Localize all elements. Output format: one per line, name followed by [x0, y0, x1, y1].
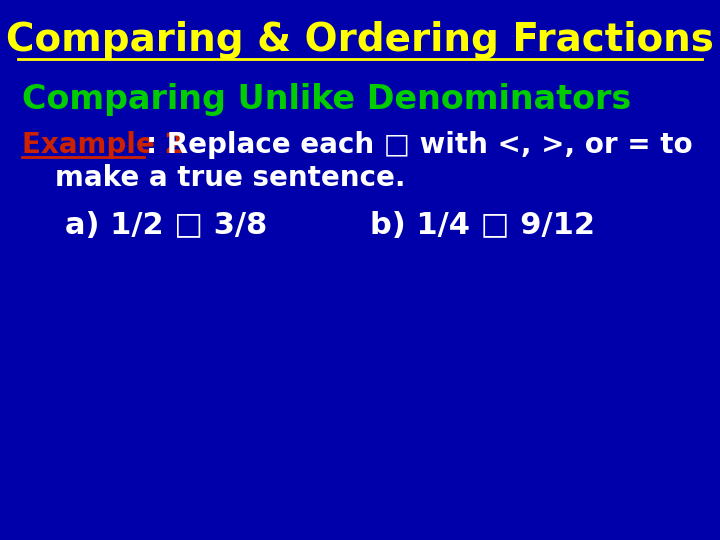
Text: Example 2: Example 2: [22, 131, 184, 159]
Text: b) 1/4 □ 9/12: b) 1/4 □ 9/12: [370, 211, 595, 240]
Text: make a true sentence.: make a true sentence.: [55, 164, 405, 192]
Text: : Replace each □ with <, >, or = to: : Replace each □ with <, >, or = to: [146, 131, 693, 159]
Text: Comparing & Ordering Fractions: Comparing & Ordering Fractions: [6, 21, 714, 59]
Text: Comparing Unlike Denominators: Comparing Unlike Denominators: [22, 84, 631, 117]
Text: a) 1/2 □ 3/8: a) 1/2 □ 3/8: [65, 211, 267, 240]
